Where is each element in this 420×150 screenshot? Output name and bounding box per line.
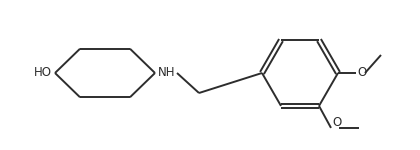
Text: HO: HO (34, 66, 52, 80)
Text: O: O (357, 66, 366, 80)
Text: NH: NH (158, 66, 176, 80)
Text: O: O (332, 116, 341, 129)
